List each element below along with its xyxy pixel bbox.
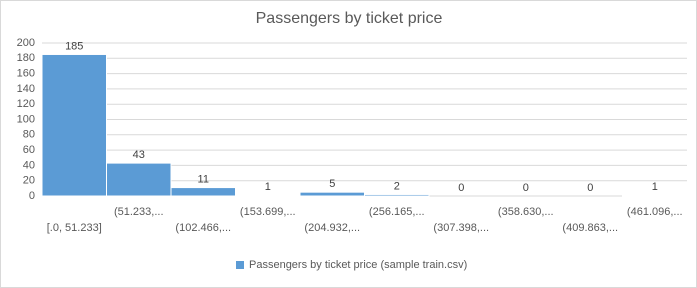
data-label: 11 xyxy=(198,173,209,185)
bar xyxy=(170,187,236,197)
y-tick-label: 120 xyxy=(17,98,35,110)
data-label: 185 xyxy=(65,40,83,52)
y-tick-label: 40 xyxy=(23,159,35,171)
x-tick-label: [.0, 51.233] xyxy=(47,222,102,234)
bar xyxy=(41,53,107,197)
data-label: 43 xyxy=(133,149,145,161)
y-tick-label: 20 xyxy=(23,175,35,187)
data-label: 5 xyxy=(329,178,335,190)
legend-swatch xyxy=(236,261,244,269)
y-tick-label: 200 xyxy=(17,37,35,49)
x-tick-label: (461.096,... xyxy=(627,206,683,218)
y-tick-label: 80 xyxy=(23,129,35,141)
y-tick-label: 180 xyxy=(17,52,35,64)
x-tick-label: (307.398,... xyxy=(433,222,489,234)
legend-label: Passengers by ticket price (sample train… xyxy=(249,259,467,271)
y-tick-label: 100 xyxy=(17,113,35,125)
y-tick-label: 160 xyxy=(17,68,35,80)
data-label: 0 xyxy=(458,182,464,194)
data-label: 1 xyxy=(265,181,271,193)
y-tick-label: 60 xyxy=(23,144,35,156)
data-label: 0 xyxy=(587,182,593,194)
chart-title: Passengers by ticket price xyxy=(256,10,443,27)
data-label: 1 xyxy=(652,181,658,193)
bar xyxy=(106,162,172,197)
x-tick-label: (153.699,... xyxy=(240,206,296,218)
x-tick-label: (358.630,... xyxy=(498,206,554,218)
data-label: 0 xyxy=(523,182,529,194)
y-tick-label: 0 xyxy=(29,190,35,202)
y-tick-label: 140 xyxy=(17,83,35,95)
bar xyxy=(364,193,430,197)
bar xyxy=(622,194,688,197)
x-tick-label: (256.165,... xyxy=(369,206,425,218)
x-tick-label: (102.466,... xyxy=(175,222,231,234)
x-tick-label: (409.863,... xyxy=(562,222,618,234)
bar xyxy=(235,194,301,197)
data-label: 2 xyxy=(394,180,400,192)
x-tick-label: (204.932,... xyxy=(304,222,360,234)
x-tick-label: (51.233,... xyxy=(114,206,164,218)
bar xyxy=(299,191,365,197)
